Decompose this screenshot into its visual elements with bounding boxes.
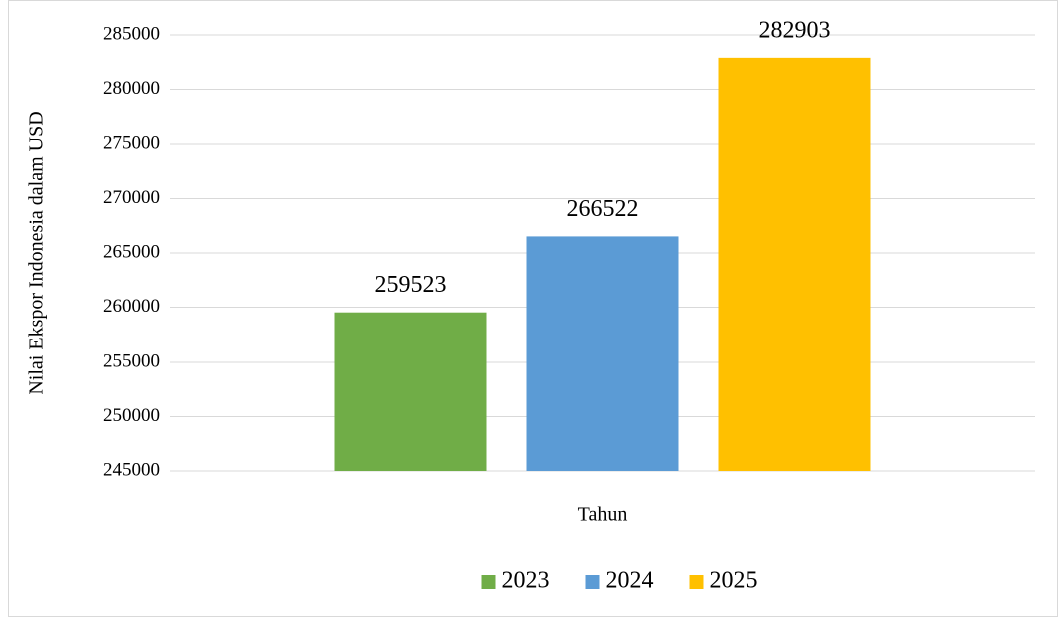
legend-label: 2025	[710, 568, 758, 594]
bar	[334, 312, 487, 471]
chart-border	[8, 0, 1058, 617]
y-tick-label: 275000	[103, 132, 160, 153]
x-tick-label: Tahun	[578, 504, 628, 526]
y-tick-label: 285000	[103, 23, 160, 44]
y-tick-label: 255000	[103, 350, 160, 371]
data-label: 259523	[375, 272, 447, 298]
y-tick-label: 280000	[103, 78, 160, 99]
bar	[526, 236, 679, 471]
legend-swatch	[481, 575, 496, 589]
y-tick-label: 260000	[103, 296, 160, 317]
legend-swatch	[689, 575, 704, 589]
y-tick-label: 245000	[103, 459, 160, 480]
data-label: 266522	[567, 196, 639, 222]
legend-label: 2024	[606, 568, 654, 594]
bar	[718, 57, 871, 471]
y-axis-label: Nilai Ekspor Indonesia dalam USD	[26, 111, 48, 394]
data-label: 282903	[759, 17, 831, 43]
legend-label: 2023	[502, 568, 550, 594]
legend-swatch	[585, 575, 600, 589]
y-tick-label: 250000	[103, 405, 160, 426]
y-tick-label: 270000	[103, 187, 160, 208]
y-tick-label: 265000	[103, 241, 160, 262]
